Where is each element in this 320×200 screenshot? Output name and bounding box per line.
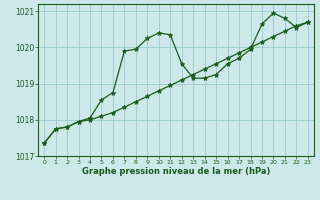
X-axis label: Graphe pression niveau de la mer (hPa): Graphe pression niveau de la mer (hPa) <box>82 167 270 176</box>
